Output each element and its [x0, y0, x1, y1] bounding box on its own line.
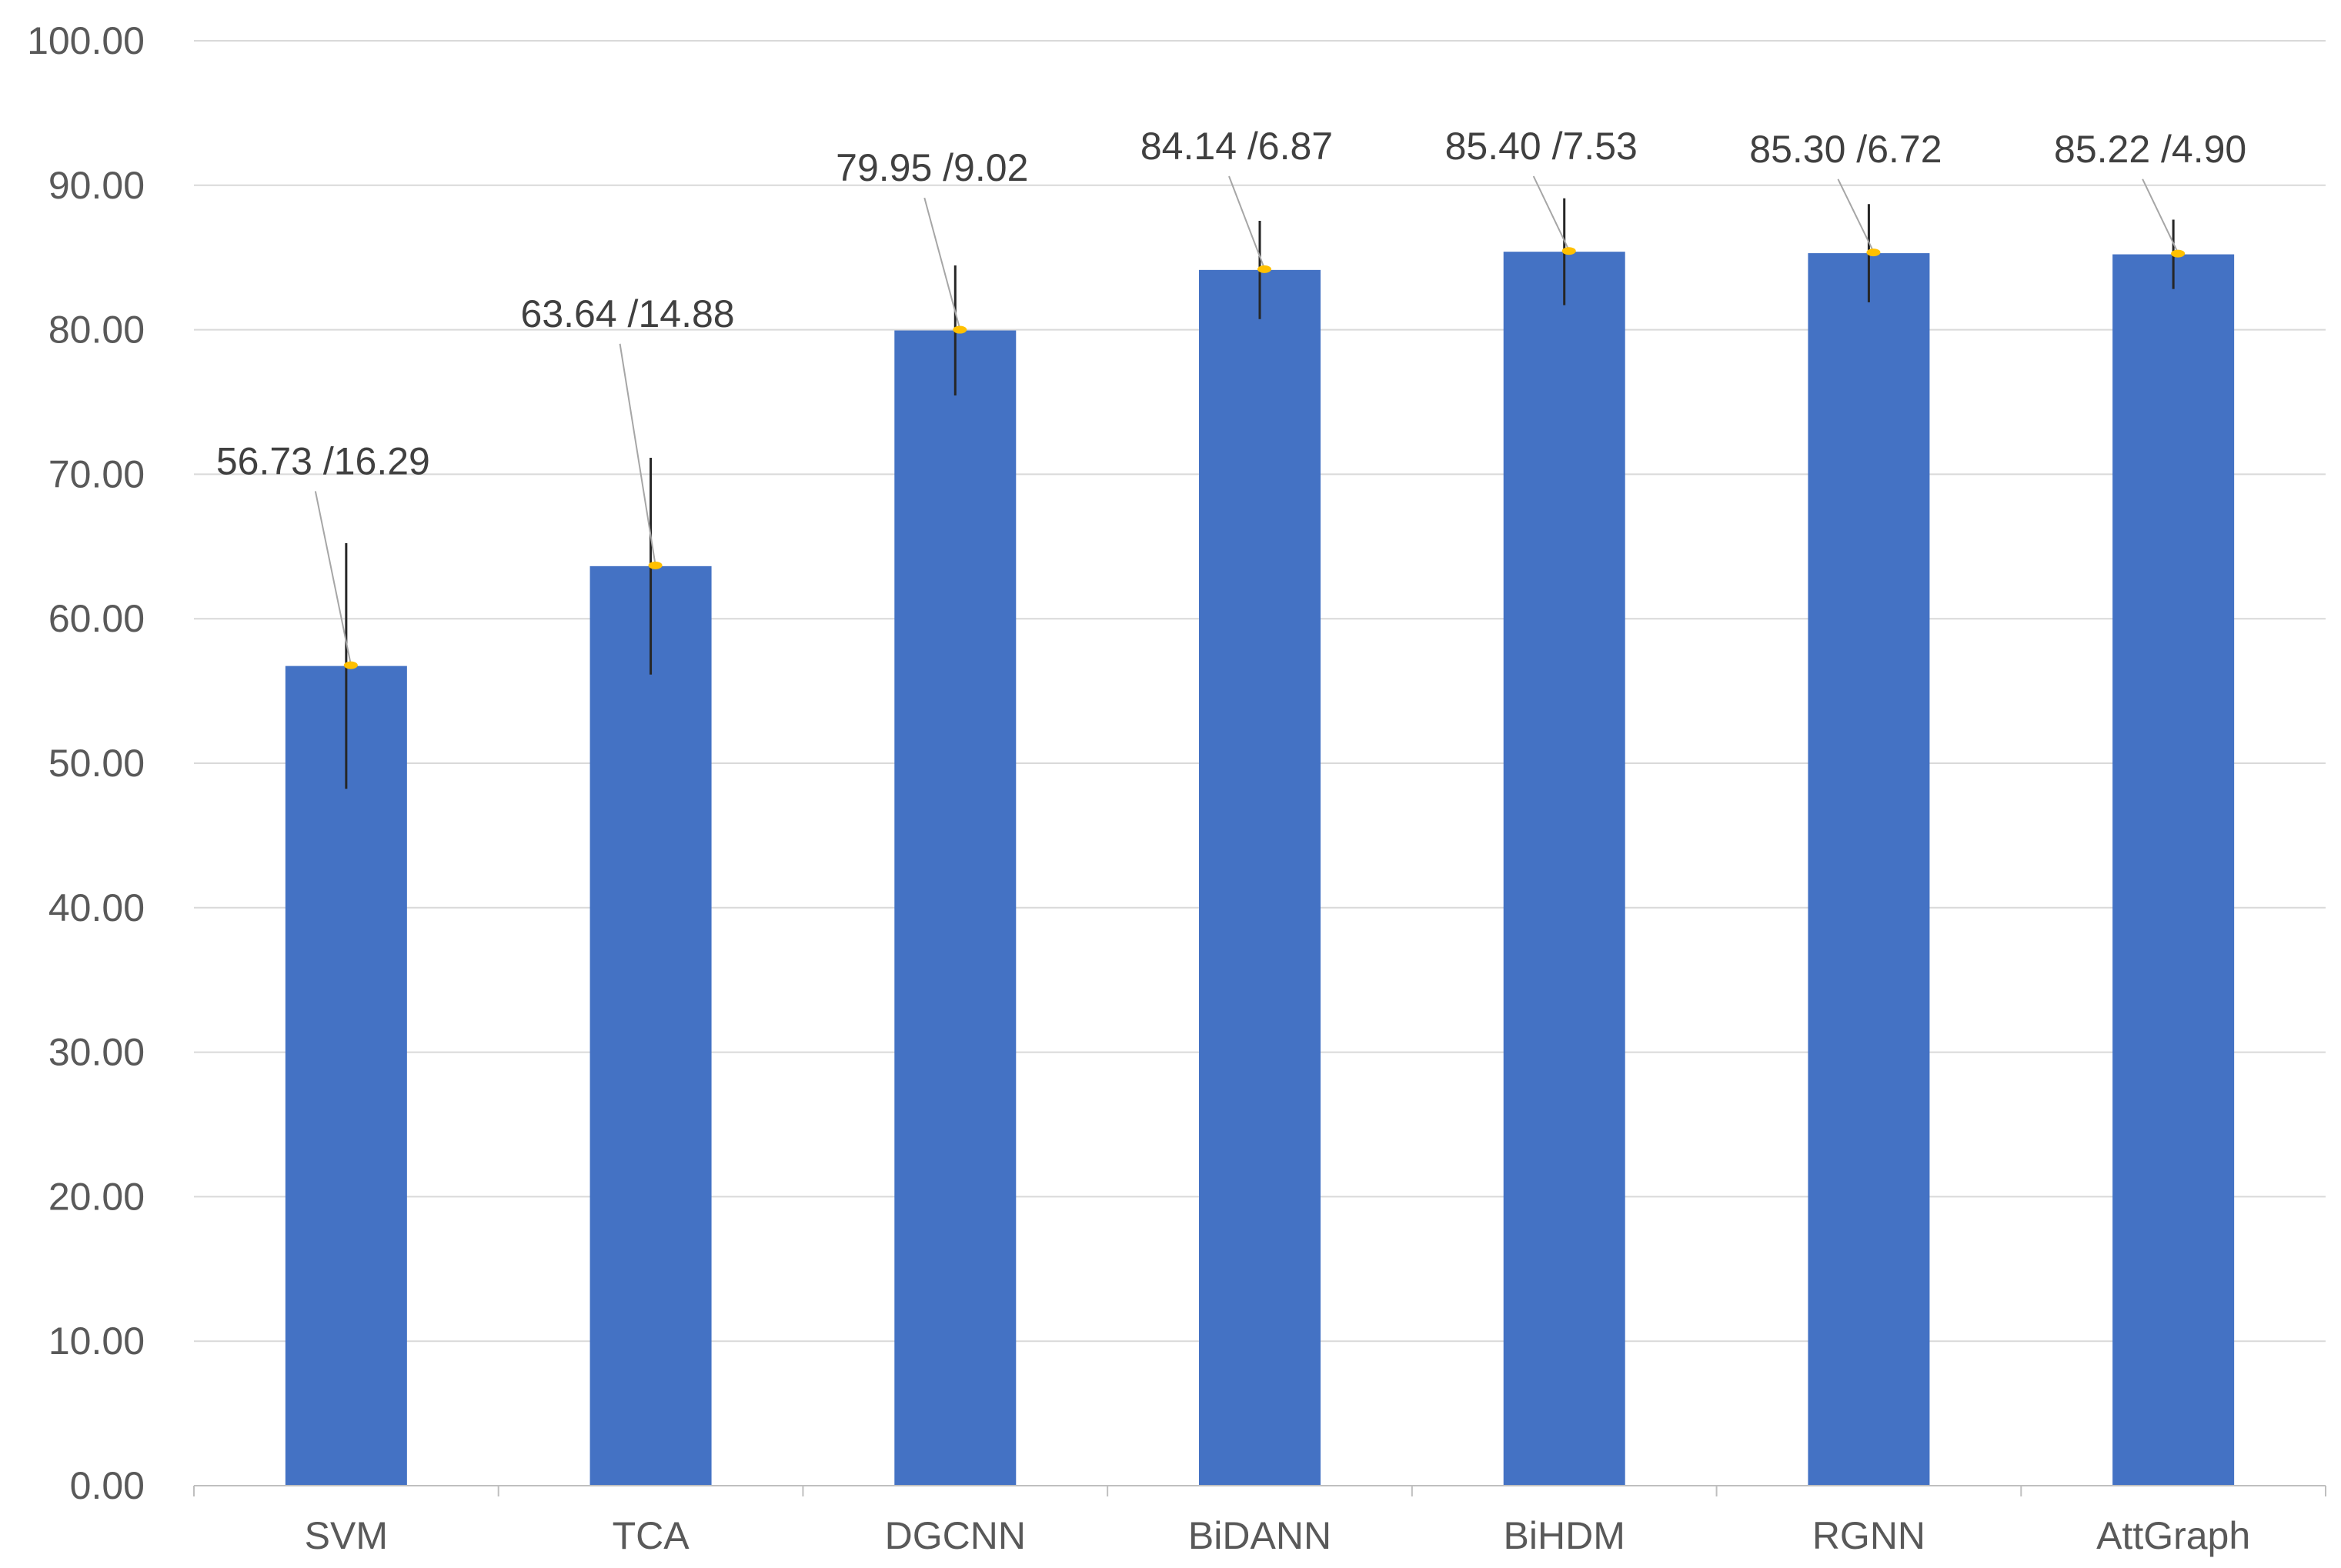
bar-rgnn — [1808, 253, 1930, 1486]
leader-line — [2142, 178, 2179, 254]
data-label: 56.73 /16.29 — [216, 439, 430, 482]
bars — [285, 252, 2235, 1486]
y-tick-label: 90.00 — [48, 164, 145, 207]
axes: 0.00 10.00 20.00 30.00 40.00 50.00 60.00 70.00 8… — [27, 19, 2326, 1557]
y-tick-label: 10.00 — [48, 1319, 145, 1363]
point-marker — [1866, 249, 1881, 257]
bar-tca — [589, 565, 712, 1486]
x-tick-label: DGCNN — [885, 1514, 1026, 1557]
leader-line — [619, 343, 656, 565]
bar-bihdm — [1503, 252, 1625, 1486]
point-marker — [648, 561, 663, 569]
point-marker — [1561, 247, 1576, 255]
x-tick-label: BiDANN — [1188, 1514, 1331, 1557]
leader-line — [314, 491, 352, 665]
x-tick-label: BiHDM — [1504, 1514, 1625, 1557]
data-label: 63.64 /14.88 — [521, 292, 735, 335]
leader-line — [1837, 178, 1875, 252]
y-tick-label: 0.00 — [70, 1464, 145, 1507]
data-label: 85.30 /6.72 — [1749, 128, 1942, 171]
bar-attgraph — [2112, 254, 2235, 1486]
point-marker — [2171, 249, 2186, 258]
x-tick-label: SVM — [305, 1514, 388, 1557]
data-label: 85.40 /7.53 — [1445, 125, 1638, 168]
data-label: 79.95 /9.02 — [836, 146, 1028, 189]
data-label: 85.22 /4.90 — [2054, 128, 2246, 171]
point-marker — [343, 661, 358, 669]
bar-dgcnn — [894, 330, 1017, 1486]
y-tick-label: 20.00 — [48, 1175, 145, 1218]
x-tick-label: AttGraph — [2096, 1514, 2250, 1557]
y-tick-label: 30.00 — [48, 1031, 145, 1074]
data-label: 84.14 /6.87 — [1140, 125, 1333, 168]
y-tick-label: 100.00 — [27, 19, 145, 62]
point-marker — [953, 325, 967, 334]
data-labels: 56.73 /16.29 63.64 /14.88 79.95 /9.02 84.14… — [216, 125, 2246, 669]
bar-bidann — [1199, 269, 1321, 1486]
x-tick-label: RGNN — [1812, 1514, 1925, 1557]
y-tick-label: 50.00 — [48, 742, 145, 785]
bar-svm — [285, 666, 407, 1486]
x-tick-label: TCA — [613, 1514, 690, 1557]
y-tick-label: 60.00 — [48, 597, 145, 640]
leader-line — [923, 197, 961, 329]
y-tick-label: 40.00 — [48, 886, 145, 929]
y-tick-label: 80.00 — [48, 309, 145, 352]
y-tick-label: 70.00 — [48, 452, 145, 495]
leader-line — [1228, 175, 1265, 269]
point-marker — [1257, 265, 1271, 273]
leader-line — [1532, 175, 1570, 251]
